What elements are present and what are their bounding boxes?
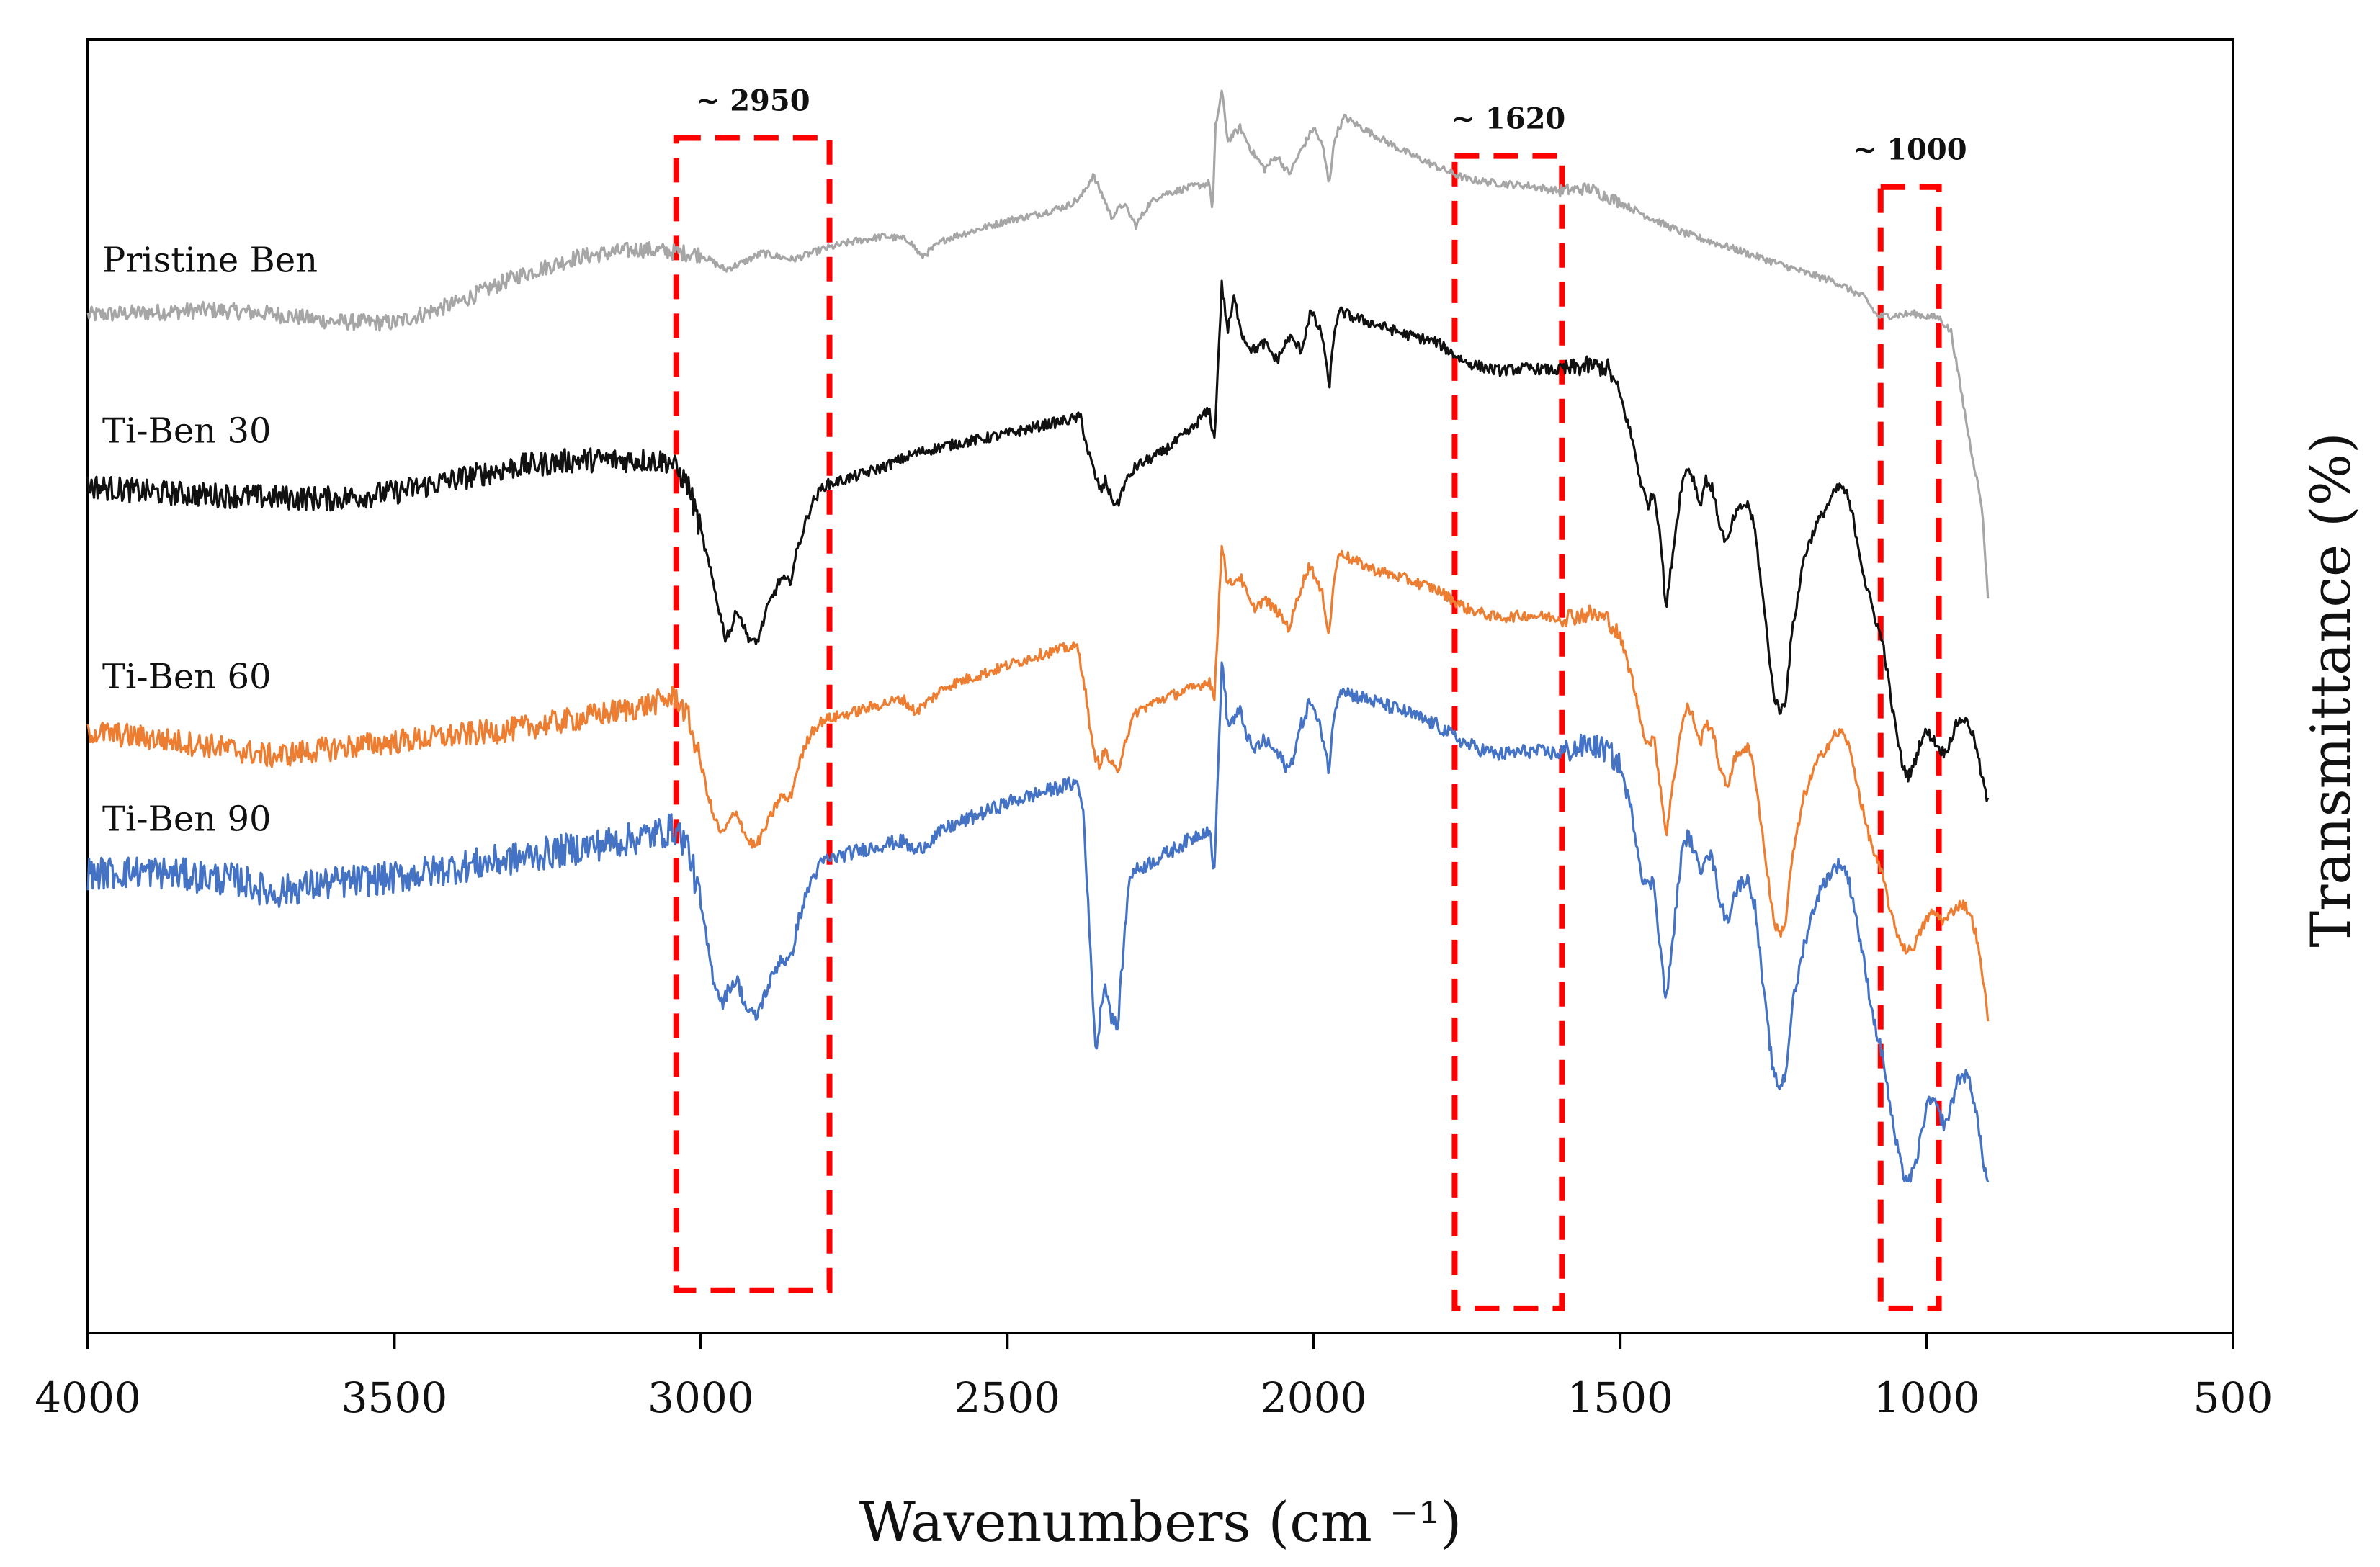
series-label-ti-ben-60: Ti-Ben 60 [102, 657, 272, 697]
annotation-box-2 [1451, 153, 1565, 1311]
series-labels: Pristine Ben Ti-Ben 30 Ti-Ben 60 Ti-Ben 90 [102, 241, 318, 840]
annotation-boxes: ~ 2950 ~ 1620 ~ 1000 [673, 84, 1967, 1311]
x-tick-label-500: 500 [2193, 1373, 2273, 1422]
y-axis-title: Transmittance (%) [2299, 432, 2363, 947]
x-tick-label-3500: 3500 [341, 1373, 448, 1422]
series-label-ti-ben-90: Ti-Ben 90 [102, 799, 272, 839]
plot-area [86, 38, 2234, 1334]
series-label-ti-ben-30: Ti-Ben 30 [102, 411, 272, 452]
annotation-box-3 [1877, 184, 1942, 1311]
annotation-box-1 [673, 135, 833, 1293]
x-tick-label-1500: 1500 [1567, 1373, 1673, 1422]
series-line-pristine-ben [86, 89, 1990, 599]
annotation-label-3: ~ 1000 [1853, 133, 1967, 167]
annotation-label-2: ~ 1620 [1451, 102, 1565, 136]
x-tick-label-3000: 3000 [648, 1373, 754, 1422]
x-tick-label-2000: 2000 [1261, 1373, 1367, 1422]
series-line-ti-ben-30 [86, 279, 1990, 802]
series-line-ti-ben-90 [86, 661, 1990, 1183]
x-tick-label-4000: 4000 [35, 1373, 141, 1422]
series-line-ti-ben-60 [86, 544, 1990, 1022]
annotation-label-1: ~ 2950 [696, 84, 810, 117]
series-label-pristine-ben: Pristine Ben [102, 241, 318, 281]
series-lines [86, 89, 1990, 1183]
x-tick-label-1000: 1000 [1874, 1373, 1980, 1422]
x-axis-title: Wavenumbers (cm ⁻¹) [859, 1490, 1462, 1554]
x-axis-ticks: 4000 3500 3000 2500 2000 1500 1000 500 [35, 1333, 2273, 1422]
x-tick-label-2500: 2500 [954, 1373, 1060, 1422]
